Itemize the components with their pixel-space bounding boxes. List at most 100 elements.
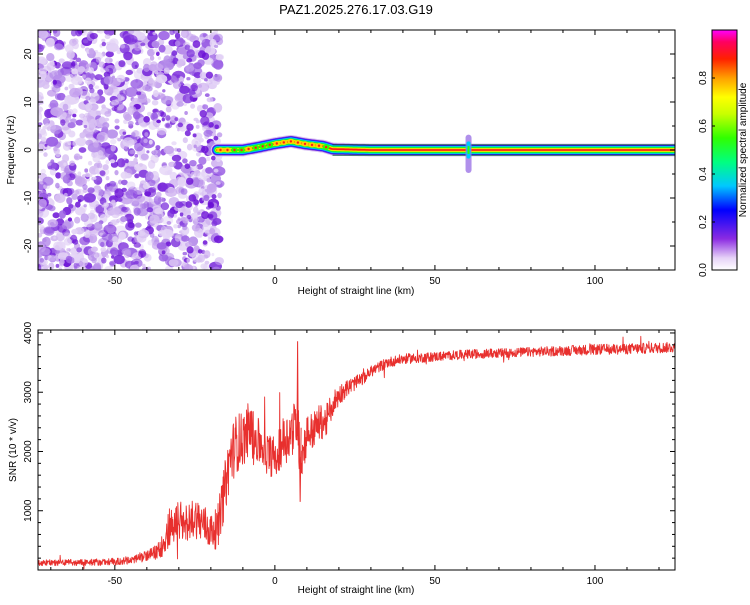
spectrogram-noise-blob <box>119 211 123 215</box>
spectrogram-noise-blob <box>214 124 219 130</box>
spectrogram-noise-blob <box>91 257 97 264</box>
spectrogram-noise-blob <box>38 77 46 88</box>
spectrogram-carrier-blob <box>289 140 293 143</box>
spectrogram-noise-blob <box>202 240 208 245</box>
spectrogram-noise-blob <box>67 140 71 146</box>
spectrogram-noise-blob <box>167 169 172 176</box>
spectrogram-noise-blob <box>199 192 205 196</box>
spectrogram-noise-blob <box>140 153 149 161</box>
spectrogram-noise-blob <box>197 211 201 215</box>
spectrogram-noise-blob <box>193 199 200 206</box>
spectrogram-noise-blob <box>186 143 193 151</box>
spectrogram-noise-blob <box>82 120 89 127</box>
spectrogram-noise-blob <box>177 37 184 43</box>
spectrogram-noise-blob <box>109 58 113 63</box>
colorbar: 0.0 0.2 0.4 0.6 0.8 Normalized spectral ampl… <box>698 29 749 277</box>
spectrogram-noise-blob <box>200 263 208 270</box>
spectrogram-noise-blob <box>185 201 193 208</box>
spectrogram-noise-blob <box>103 202 108 207</box>
spectrogram-noise-blob <box>108 38 119 48</box>
spectrogram-noise-blob <box>147 159 156 169</box>
spectrogram-noise-blob <box>123 249 131 259</box>
spectrogram-noise-blob <box>103 30 116 36</box>
spectrogram-noise-blob <box>67 122 76 129</box>
spectrogram-noise-blob <box>186 57 193 63</box>
spectrogram-noise-blob <box>147 239 153 246</box>
spectrogram-noise-blob <box>171 154 182 162</box>
spectrogram-noise-blob <box>119 44 126 49</box>
spectrogram-noise-blob <box>56 196 62 201</box>
spectrogram-noise-blob <box>147 79 156 88</box>
spectrogram-noise-blob <box>84 77 92 85</box>
spectrogram-noise-blob <box>109 247 119 256</box>
spectrogram-noise-blob <box>38 108 42 116</box>
spectrogram-noise-blob <box>134 141 144 152</box>
spectrogram-noise-blob <box>201 211 210 220</box>
spectrogram-noise-blob <box>72 140 79 147</box>
spectrogram-noise-blob <box>72 239 79 245</box>
spectrogram-noise-blob <box>75 119 84 126</box>
spectrogram-noise-blob <box>52 212 60 219</box>
spectrogram-noise-blob <box>157 128 167 136</box>
spectrogram-noise-blob <box>154 207 164 215</box>
snr-series-spike <box>298 421 302 502</box>
spectrogram-noise-blob <box>190 171 196 179</box>
spectrogram-noise-blob <box>88 61 97 69</box>
spectrogram-carrier-blob <box>226 148 229 152</box>
spectrogram-noise-blob <box>101 41 107 47</box>
spectrogram-noise-blob <box>58 58 65 64</box>
spectrogram-noise-blob <box>193 217 199 222</box>
snr-y-tick-label: 3000 <box>23 381 34 404</box>
spectrogram-carrier-blob <box>247 147 250 151</box>
spectrogram-noise-blob <box>191 142 202 153</box>
spectrogram-noise-blob <box>50 107 64 117</box>
spectrogram-noise-blob <box>170 73 180 84</box>
spectrogram-noise-blob <box>180 188 188 195</box>
spectrogram-noise-blob <box>182 158 188 164</box>
spectrogram-noise-blob <box>68 108 74 115</box>
colorbar-ticks: 0.0 0.2 0.4 0.6 0.8 <box>698 71 715 277</box>
spectrogram-noise-blob <box>186 214 192 220</box>
spectrogram-noise-blob <box>144 98 151 104</box>
spectrogram-noise-blob <box>165 115 171 121</box>
spectrogram-noise-blob <box>88 67 94 74</box>
spectrogram-noise-blob <box>131 132 136 137</box>
spectrogram-noise-blob <box>101 257 107 264</box>
spectrogram-x-axis-label: Height of straight line (km) <box>298 286 415 297</box>
spectrogram-noise-blob <box>193 50 199 55</box>
spectrogram-noise-blob <box>105 176 110 181</box>
spectrogram-noise-blob <box>184 264 194 270</box>
spectrogram-noise-blob <box>64 73 75 83</box>
spectrogram-noise-blob <box>116 49 122 55</box>
spectrogram-noise-blob <box>122 137 135 147</box>
spectrogram-noise-blob <box>64 86 69 91</box>
spectrogram-noise-blob <box>208 122 214 128</box>
spectrogram-noise-blob <box>90 92 100 102</box>
spectrogram-noise-blob <box>207 201 215 209</box>
spectrogram-noise-blob <box>178 58 186 65</box>
spectrogram-noise-blob <box>124 113 132 122</box>
spectrogram-noise-blob <box>130 79 144 89</box>
spectrogram-noise-blob <box>217 192 222 199</box>
colorbar-tick-label: 0.4 <box>698 167 709 181</box>
spectrogram-noise-blob <box>177 217 181 221</box>
spectrogram-noise-blob <box>49 247 57 257</box>
spectrogram-noise-blob <box>87 160 93 166</box>
spectrogram-noise-blob <box>195 152 201 157</box>
spectrogram-noise-blob <box>38 63 44 69</box>
spectrogram-x-tick-label: -50 <box>108 276 123 287</box>
spectrogram-noise-blob <box>66 248 70 252</box>
spectrogram-noise-blob <box>211 166 226 177</box>
spectrogram-noise-blob <box>133 163 141 171</box>
spectrogram-noise-blob <box>148 198 153 203</box>
spectrogram-noise-blob <box>78 147 87 153</box>
spectrogram-noise-blob <box>55 172 62 179</box>
spectrogram-noise-blob <box>59 171 70 181</box>
spectrogram-noise-blob <box>156 242 167 250</box>
spectrogram-noise-blob <box>96 30 101 33</box>
spectrogram-noise-blob <box>58 210 66 219</box>
spectrogram-noise-blob <box>149 214 160 224</box>
colorbar-tick-label: 0.6 <box>698 119 709 133</box>
spectrogram-noise-blob <box>38 263 42 270</box>
spectrogram-noise-blob <box>95 134 105 143</box>
